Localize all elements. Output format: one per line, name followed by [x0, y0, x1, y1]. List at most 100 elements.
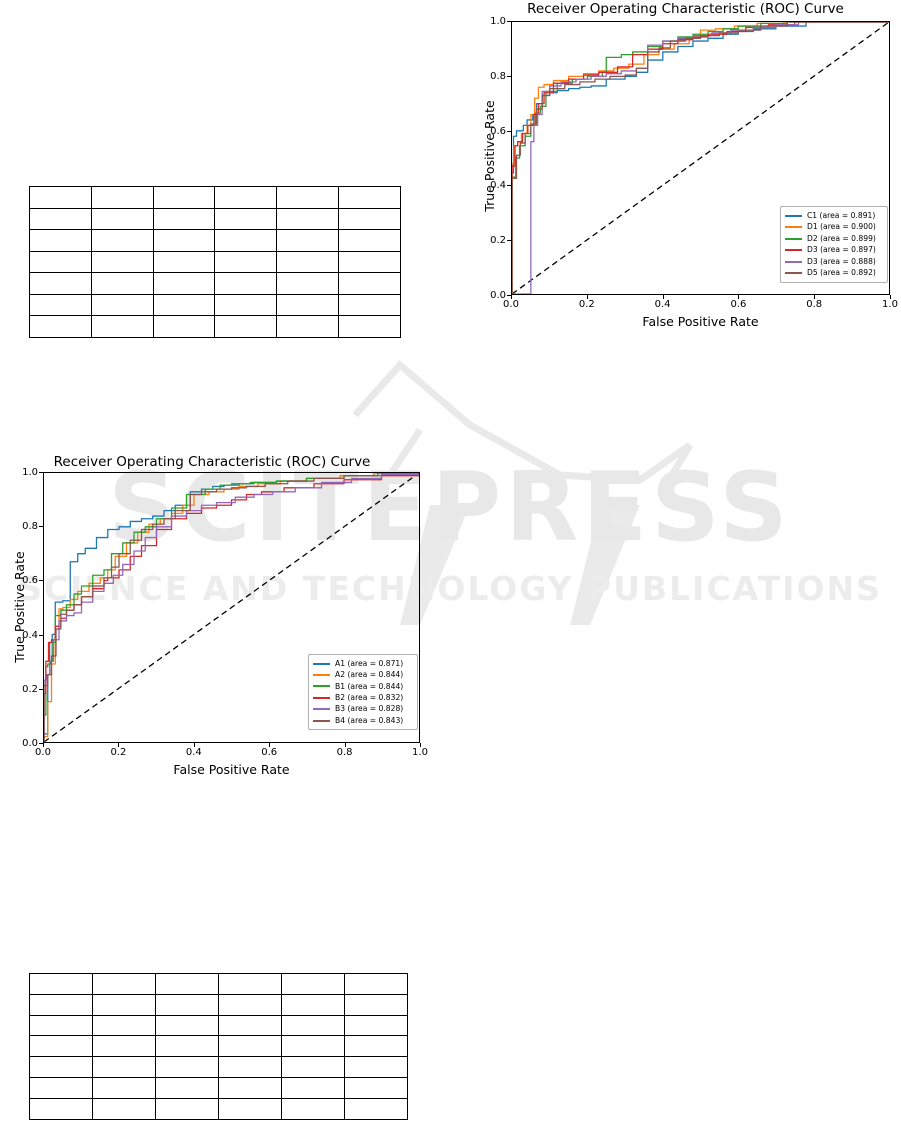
legend-color-swatch — [313, 708, 330, 711]
table-cell — [338, 293, 401, 316]
xtick-label: 0.4 — [185, 747, 202, 758]
table-row — [29, 272, 401, 295]
ytick-label: 1.0 — [490, 16, 506, 27]
table-cell — [92, 1056, 156, 1078]
xtick-mark — [43, 743, 44, 747]
table-cell — [29, 250, 92, 273]
ytick-label: 0.0 — [22, 738, 38, 749]
table-cell — [344, 1035, 408, 1058]
table-cell — [152, 250, 216, 273]
table-cell — [218, 1035, 282, 1058]
legend-item[interactable]: B2 (area = 0.832) — [313, 692, 413, 703]
table-row — [29, 229, 401, 252]
table-cell — [155, 993, 219, 1016]
xtick-mark — [193, 743, 195, 747]
yaxis-label-top-wrap: True Positive Rate — [482, 81, 498, 231]
plot-area-top — [511, 21, 890, 295]
xtick-mark — [118, 743, 120, 747]
plot-area-bottom — [43, 472, 420, 743]
xtick-label: 0.6 — [261, 747, 278, 758]
roc-curve-D5 — [512, 22, 889, 294]
table-cell — [214, 207, 278, 230]
xaxis-label-top: False Positive Rate — [642, 314, 759, 329]
table-cell — [29, 1056, 93, 1078]
table-cell — [29, 973, 93, 995]
legend-item[interactable]: D2 (area = 0.899) — [785, 233, 883, 245]
legend-item[interactable]: A2 (area = 0.844) — [313, 669, 413, 680]
chart-legend-bottom[interactable]: A1 (area = 0.871) A2 (area = 0.844) B1 (… — [308, 654, 418, 731]
yaxis-label-bottom-wrap: True Positive Rate — [12, 532, 28, 682]
legend-label: D2 (area = 0.899) — [807, 233, 876, 243]
xtick-label: 0.8 — [806, 299, 823, 310]
roc-figure-bottom: Receiver Operating Characteristic (ROC) … — [0, 448, 440, 788]
legend-item[interactable]: D3 (area = 0.897) — [785, 245, 883, 257]
table-row — [29, 250, 401, 273]
data-table-top — [29, 186, 401, 338]
xtick-label: 1.0 — [412, 747, 428, 758]
legend-item[interactable]: B4 (area = 0.843) — [313, 715, 413, 726]
legend-label: B1 (area = 0.844) — [335, 681, 404, 691]
table-cell — [29, 1035, 93, 1058]
legend-item[interactable]: D1 (area = 0.900) — [785, 222, 883, 234]
table-cell — [29, 993, 93, 1016]
table-row — [29, 186, 401, 209]
roc-curve-B3 — [44, 473, 419, 742]
table-cell — [152, 272, 216, 295]
chart-title-top: Receiver Operating Characteristic (ROC) … — [527, 1, 844, 17]
table-row — [29, 1076, 408, 1099]
chart-title-bottom: Receiver Operating Characteristic (ROC) … — [53, 454, 371, 470]
ytick-mark — [39, 743, 43, 744]
legend-item[interactable]: B3 (area = 0.828) — [313, 704, 413, 715]
ytick-mark — [39, 688, 43, 690]
table-cell — [344, 1097, 408, 1120]
table-cell — [90, 250, 154, 273]
ytick-mark — [507, 295, 511, 296]
ytick-mark — [507, 75, 511, 77]
xaxis-label-bottom: False Positive Rate — [173, 762, 290, 777]
table-cell — [276, 250, 340, 273]
table-cell — [218, 993, 282, 1016]
chart-legend-top[interactable]: C1 (area = 0.891) D1 (area = 0.900) D2 (… — [780, 206, 888, 283]
table-cell — [218, 1014, 282, 1037]
table-row — [29, 1056, 408, 1078]
table-cell — [92, 1097, 156, 1120]
legend-item[interactable]: C1 (area = 0.891) — [785, 210, 883, 222]
table-cell — [214, 315, 278, 338]
ytick-label: 0.2 — [490, 235, 506, 247]
table-cell — [276, 186, 340, 209]
legend-item[interactable]: D3 (area = 0.888) — [785, 256, 883, 268]
ytick-label: 0.4 — [22, 629, 38, 641]
table-cell — [92, 1014, 156, 1037]
xtick-mark — [269, 743, 271, 747]
legend-item[interactable]: B1 (area = 0.844) — [313, 681, 413, 692]
legend-color-swatch — [785, 272, 802, 275]
table-cell — [281, 1035, 345, 1058]
xtick-mark — [420, 743, 421, 747]
table-cell — [29, 1076, 93, 1099]
ytick-label: 0.6 — [490, 125, 506, 137]
legend-color-swatch — [313, 719, 330, 722]
table-cell — [218, 1056, 282, 1078]
table-cell — [218, 1076, 282, 1099]
table-cell — [281, 1056, 345, 1078]
table-cell — [29, 1097, 93, 1120]
chance-diagonal — [44, 473, 419, 742]
table-cell — [29, 272, 92, 295]
xtick-label: 0.0 — [35, 747, 51, 758]
table-cell — [338, 272, 401, 295]
yaxis-label-top: True Positive Rate — [482, 100, 497, 212]
table-row — [29, 1097, 408, 1120]
table-cell — [90, 293, 154, 316]
xtick-mark — [890, 295, 891, 299]
xtick-label: 0.6 — [730, 299, 747, 310]
legend-item[interactable]: A1 (area = 0.871) — [313, 658, 413, 669]
ytick-label: 0.6 — [22, 575, 38, 587]
legend-item[interactable]: D5 (area = 0.892) — [785, 268, 883, 280]
table-cell — [276, 315, 340, 338]
table-row — [29, 1014, 408, 1037]
ytick-mark — [39, 472, 43, 473]
table-cell — [152, 315, 216, 338]
table-top-body — [29, 186, 401, 338]
table-cell — [155, 973, 219, 995]
yaxis-label-bottom: True Positive Rate — [12, 551, 27, 663]
